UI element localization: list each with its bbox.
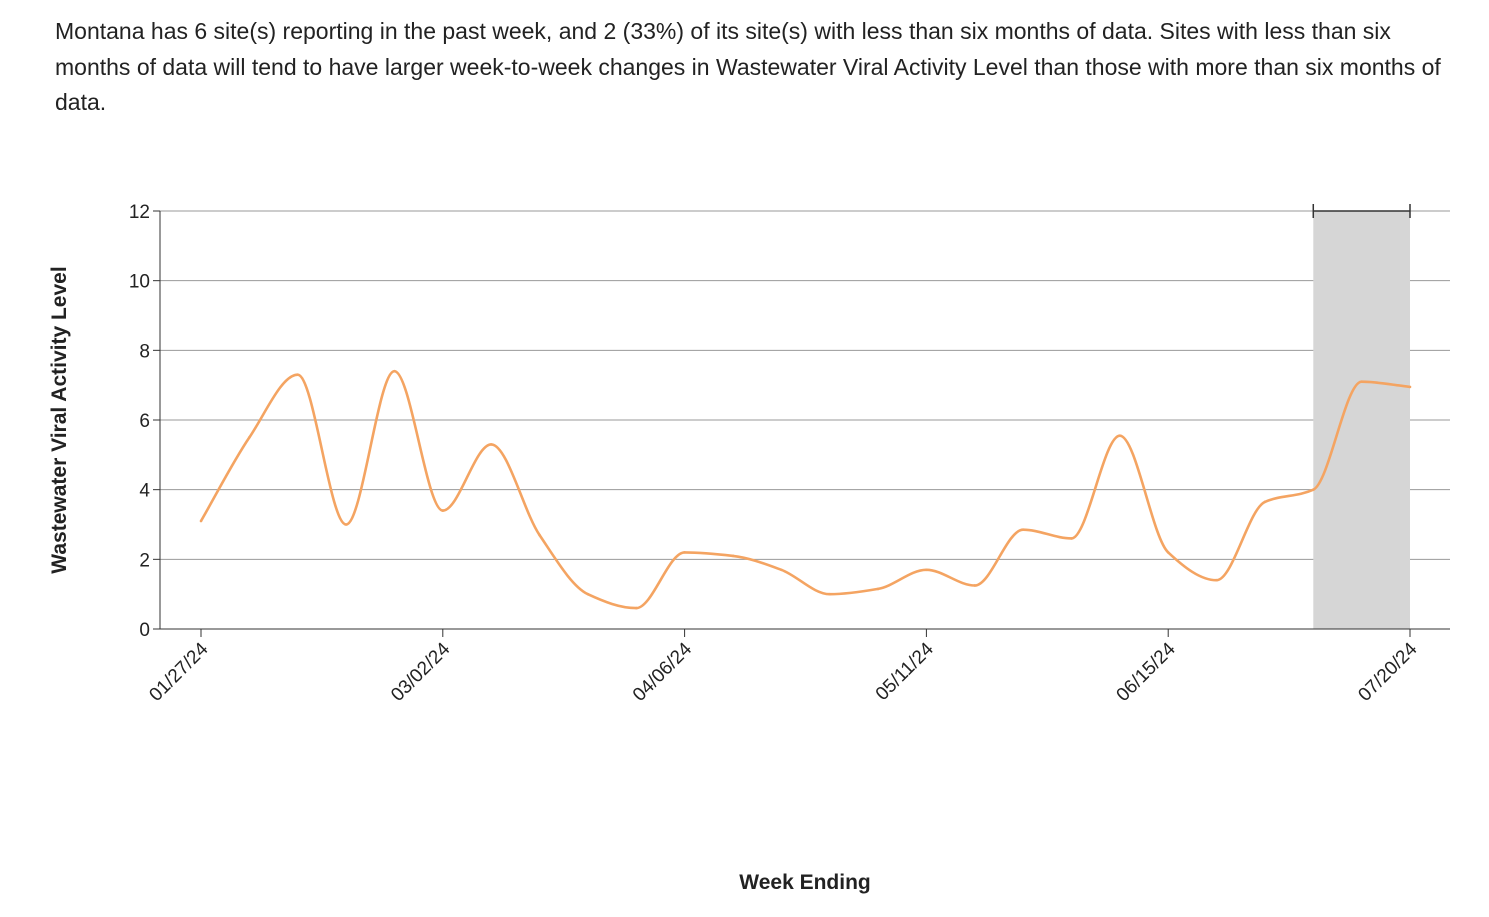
data-point xyxy=(538,533,541,537)
data-point xyxy=(925,568,928,572)
data-point xyxy=(489,443,493,446)
data-point xyxy=(828,592,831,596)
data-point xyxy=(1215,578,1218,582)
y-tick-label: 4 xyxy=(139,481,150,502)
highlight-rect xyxy=(1313,211,1410,629)
x-tick-label: 05/11/24 xyxy=(872,638,938,704)
y-tick-label: 10 xyxy=(129,272,150,293)
y-tick-label: 6 xyxy=(139,411,150,432)
data-point xyxy=(1118,434,1122,437)
data-point xyxy=(393,369,396,373)
x-tick-label: 01/27/24 xyxy=(145,638,212,705)
data-point xyxy=(1311,488,1315,491)
data-point xyxy=(634,606,638,610)
x-tick-label: 06/15/24 xyxy=(1113,638,1180,705)
data-point xyxy=(296,373,300,377)
gridlines xyxy=(160,210,1450,560)
series-line xyxy=(199,369,1411,610)
data-point xyxy=(586,592,590,596)
y-tick-label: 2 xyxy=(139,550,150,571)
data-point xyxy=(780,568,783,572)
highlight-band xyxy=(1312,204,1411,629)
x-tick-label: 04/06/24 xyxy=(629,638,696,705)
data-point xyxy=(876,587,880,591)
data-point xyxy=(344,523,348,526)
data-point xyxy=(1263,500,1267,504)
y-tick-label: 8 xyxy=(139,341,150,362)
data-point xyxy=(1070,537,1073,540)
data-point xyxy=(973,584,977,587)
axes xyxy=(153,210,1450,637)
y-tick-label: 0 xyxy=(139,620,150,641)
x-tick-label: 03/02/24 xyxy=(387,638,454,705)
data-point xyxy=(1408,385,1412,389)
data-point xyxy=(683,551,686,554)
data-point xyxy=(1166,551,1170,554)
description-text: Montana has 6 site(s) reporting in the p… xyxy=(55,18,1441,115)
data-point xyxy=(441,509,445,512)
y-axis-title: Wastewater Viral Activity Level xyxy=(48,266,71,573)
x-tick-label: 07/20/24 xyxy=(1354,638,1421,705)
data-point xyxy=(199,519,203,523)
data-point xyxy=(1360,380,1363,383)
y-tick-label: 12 xyxy=(129,202,150,223)
data-point xyxy=(731,554,735,558)
data-point xyxy=(248,436,251,439)
x-axis-title: Week Ending xyxy=(739,871,870,894)
data-point xyxy=(1021,528,1025,532)
series-line-group xyxy=(199,369,1412,610)
